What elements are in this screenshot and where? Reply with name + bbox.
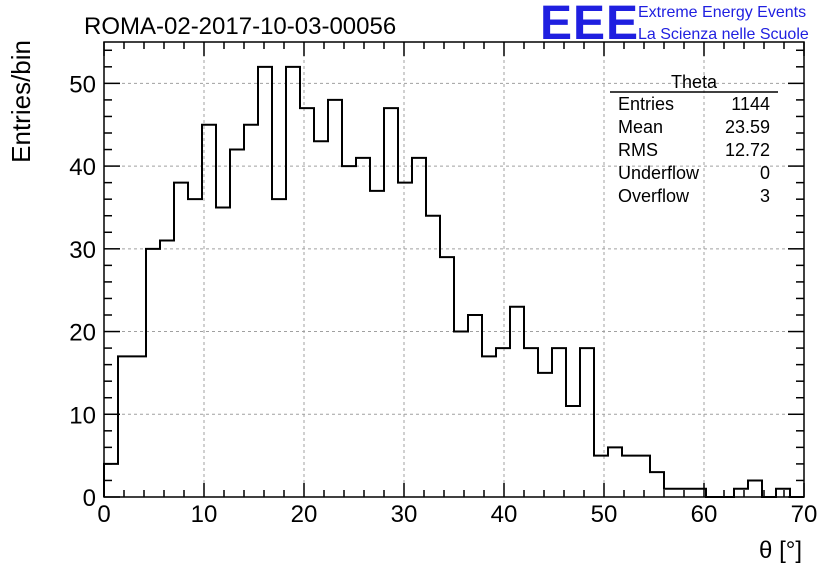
stats-label: Entries: [618, 94, 674, 114]
x-tick-label: 60: [691, 501, 718, 528]
y-tick-label: 50: [69, 71, 96, 98]
grid-lines: [104, 42, 804, 497]
x-axis-label: θ [°]: [759, 537, 802, 564]
y-axis-label: Entries/bin: [6, 40, 36, 163]
chart-title: ROMA-02-2017-10-03-00056: [84, 13, 396, 40]
stats-value: 12.72: [725, 140, 770, 160]
x-tick-label: 10: [191, 501, 218, 528]
logo-line-2: La Scienza nelle Scuole: [638, 26, 809, 43]
x-tick-label: 70: [791, 501, 818, 528]
stats-value: 3: [760, 186, 770, 206]
y-tick-label: 10: [69, 402, 96, 429]
stats-label: RMS: [618, 140, 658, 160]
stats-value: 23.59: [725, 117, 770, 137]
histogram-outline: [103, 65, 804, 498]
y-tick-label: 30: [69, 237, 96, 264]
y-tick-label: 20: [69, 320, 96, 347]
stats-label: Overflow: [618, 186, 690, 206]
stats-value: 1144: [731, 94, 770, 114]
plot-frame: [103, 41, 805, 498]
logo-line-1: Extreme Energy Events: [638, 4, 807, 21]
x-tick-label: 50: [591, 501, 618, 528]
stats-label: Underflow: [618, 163, 700, 183]
x-tick-label: 30: [391, 501, 418, 528]
x-tick-label: 0: [97, 501, 110, 528]
eee-logo: EEE: [540, 0, 640, 50]
y-tick-label: 40: [69, 154, 96, 181]
stats-value: 0: [760, 163, 770, 183]
x-tick-label: 20: [291, 501, 318, 528]
axis-ticks: [103, 42, 805, 498]
stats-label: Mean: [618, 117, 663, 137]
stats-title: Theta: [671, 72, 718, 92]
y-tick-label: 0: [83, 485, 96, 512]
x-tick-label: 40: [491, 501, 518, 528]
